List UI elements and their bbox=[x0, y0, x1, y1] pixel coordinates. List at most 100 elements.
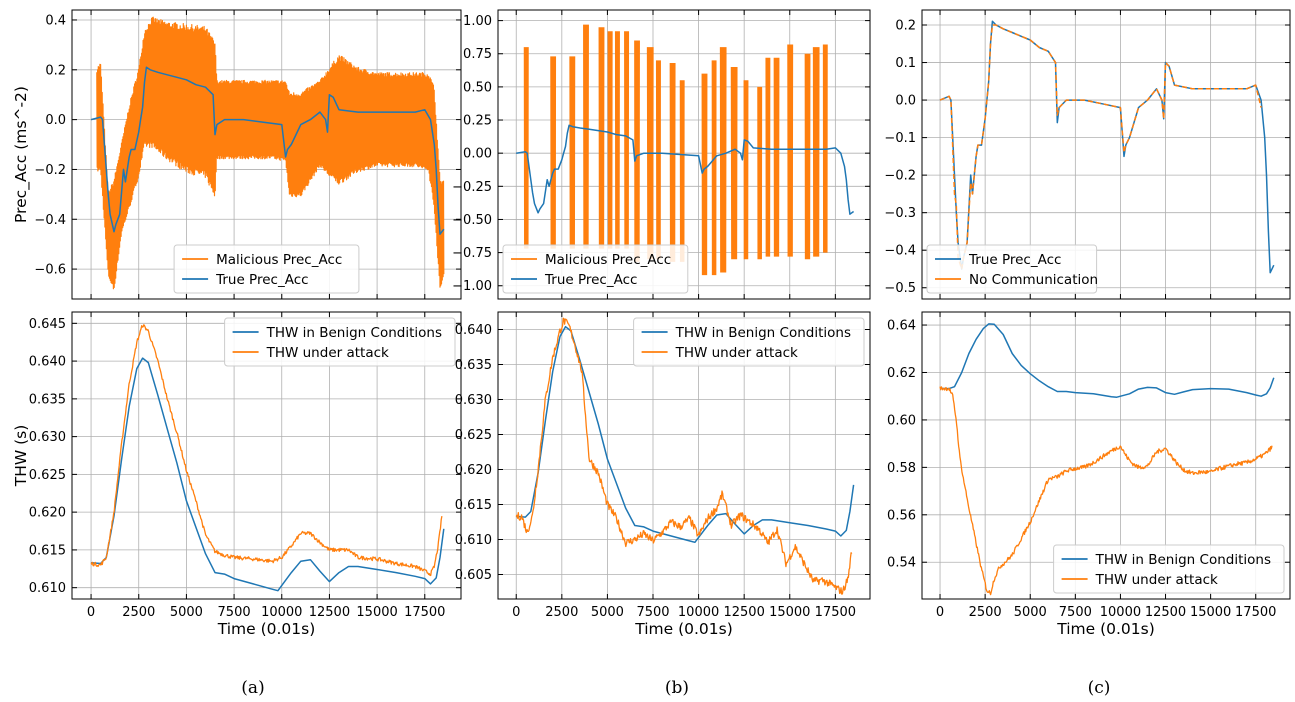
y-tick-label: −1.00 bbox=[452, 279, 492, 294]
series-burst bbox=[624, 31, 630, 249]
legend-box bbox=[224, 317, 456, 367]
plot-area bbox=[90, 324, 445, 592]
y-tick-label: 0.0 bbox=[45, 113, 66, 128]
x-tick-label: 7500 bbox=[636, 605, 669, 620]
y-tick-label: 0.625 bbox=[455, 428, 492, 443]
y-tick-label: 0.2 bbox=[895, 19, 916, 34]
y-tick-label: −0.4 bbox=[34, 213, 66, 228]
y-tick-label: −0.6 bbox=[34, 263, 66, 278]
y-tick-label: −0.2 bbox=[884, 169, 916, 184]
legend: Malicious Prec_Acc True Prec_Acc bbox=[502, 244, 689, 294]
legend: Malicious Prec_Acc True Prec_Acc bbox=[173, 244, 360, 294]
x-tick-label: 12500 bbox=[1145, 605, 1186, 620]
x-tick-label: 0 bbox=[936, 605, 944, 620]
legend-label: True Prec_Acc bbox=[215, 272, 308, 288]
x-tick-label: 12500 bbox=[309, 605, 350, 620]
legend: THW in Benign Conditions THW under attack bbox=[633, 317, 865, 367]
legend-label: Malicious Prec_Acc bbox=[545, 252, 671, 268]
series-burst bbox=[614, 31, 620, 249]
series-burst bbox=[730, 66, 738, 260]
series-line bbox=[516, 325, 855, 544]
y-tick-label: 0.630 bbox=[455, 393, 492, 408]
y-tick-label: 0.615 bbox=[29, 543, 66, 558]
y-tick-label: 0.640 bbox=[455, 323, 492, 338]
x-tick-label: 17500 bbox=[1235, 605, 1276, 620]
series-line bbox=[939, 323, 1275, 398]
y-tick-label: 0.620 bbox=[455, 463, 492, 478]
legend-label: True Prec_Acc bbox=[544, 272, 637, 288]
y-tick-label: −0.25 bbox=[452, 180, 492, 195]
y-axis-label: Prec_Acc (ms^-2) bbox=[12, 86, 31, 223]
x-tick-label: 5000 bbox=[591, 605, 624, 620]
y-tick-label: 0.4 bbox=[45, 13, 66, 28]
y-tick-label: −0.2 bbox=[34, 163, 66, 178]
y-tick-label: 0.630 bbox=[29, 430, 66, 445]
y-tick-label: −0.75 bbox=[452, 246, 492, 261]
legend-label: THW under attack bbox=[675, 345, 798, 361]
y-tick-label: −0.50 bbox=[452, 213, 492, 228]
plot-area bbox=[90, 16, 445, 290]
x-tick-label: 15000 bbox=[1190, 605, 1231, 620]
y-tick-label: 0.610 bbox=[29, 581, 66, 596]
x-tick-label: 0 bbox=[87, 605, 95, 620]
x-tick-label: 15000 bbox=[769, 605, 810, 620]
series-burst bbox=[773, 57, 780, 257]
plot-area bbox=[516, 24, 855, 276]
series-line bbox=[515, 317, 853, 595]
plot-frame bbox=[497, 311, 871, 600]
chart-c-bottom: 0.54 0.56 0.58 0.60 0.62 0.64 0 2500 5000 7500 100… bbox=[887, 311, 1291, 638]
x-tick-label: 10000 bbox=[678, 605, 719, 620]
legend-box bbox=[502, 244, 689, 294]
y-tick-label: 0.645 bbox=[29, 317, 66, 332]
series-burst bbox=[598, 27, 605, 249]
y-tick-label: 0.635 bbox=[29, 392, 66, 407]
legend-label: THW in Benign Conditions bbox=[1095, 552, 1271, 568]
y-axis-label: THW (s) bbox=[12, 425, 30, 488]
plot-frame bbox=[921, 311, 1291, 600]
y-tick-label: 0.62 bbox=[887, 366, 916, 381]
x-tick-label: 2500 bbox=[122, 605, 155, 620]
x-tick-label: 10000 bbox=[1100, 605, 1141, 620]
series-burst bbox=[634, 40, 640, 262]
x-axis-label: Time (0.01s) bbox=[1056, 620, 1155, 638]
y-tick-label: 0.58 bbox=[887, 461, 916, 476]
legend-box bbox=[633, 317, 865, 367]
y-tick-label: −0.4 bbox=[884, 244, 916, 259]
chart-a-top: −0.6 −0.4 −0.2 0.0 0.2 0.4 Prec_Acc (ms^-2) Mal… bbox=[12, 9, 462, 300]
series-burst bbox=[607, 31, 613, 249]
series-burst bbox=[757, 86, 763, 260]
y-tick-label: 0.50 bbox=[463, 80, 492, 95]
y-tick-label: 0.64 bbox=[887, 319, 916, 334]
series-burst bbox=[812, 47, 820, 257]
y-tick-label: 0.56 bbox=[887, 508, 916, 523]
y-tick-label: −0.5 bbox=[884, 281, 916, 296]
plot-frame bbox=[71, 9, 462, 300]
y-tick-label: 0.25 bbox=[463, 114, 492, 129]
plot-area bbox=[515, 317, 855, 595]
plot-frame bbox=[71, 311, 462, 600]
caption-c: (c) bbox=[1088, 678, 1111, 698]
x-tick-label: 17500 bbox=[815, 605, 856, 620]
legend-box bbox=[173, 244, 360, 294]
legend-label: No Communication bbox=[969, 272, 1098, 288]
legend-box bbox=[1053, 544, 1285, 594]
legend-label: Malicious Prec_Acc bbox=[216, 252, 342, 268]
x-tick-label: 12500 bbox=[723, 605, 764, 620]
series-burst bbox=[765, 57, 771, 257]
caption-a: (a) bbox=[241, 678, 264, 698]
series-line bbox=[939, 386, 1273, 596]
chart-c-top: −0.5 −0.4 −0.3 −0.2 −0.1 0.0 0.1 0.2 True Prec_A… bbox=[884, 9, 1291, 300]
y-tick-label: −0.1 bbox=[884, 131, 916, 146]
y-tick-label: 1.00 bbox=[463, 14, 492, 29]
series-burst bbox=[743, 80, 749, 260]
series-burst bbox=[719, 47, 727, 273]
series-burst bbox=[669, 62, 676, 262]
plot-frame bbox=[497, 9, 871, 300]
y-tick-label: 0.54 bbox=[887, 556, 916, 571]
y-tick-label: 0.60 bbox=[887, 413, 916, 428]
x-tick-label: 5000 bbox=[1014, 605, 1047, 620]
series-burst bbox=[569, 56, 576, 249]
x-tick-label: 5000 bbox=[170, 605, 203, 620]
series-burst bbox=[550, 56, 557, 249]
y-tick-label: −0.3 bbox=[884, 206, 916, 221]
